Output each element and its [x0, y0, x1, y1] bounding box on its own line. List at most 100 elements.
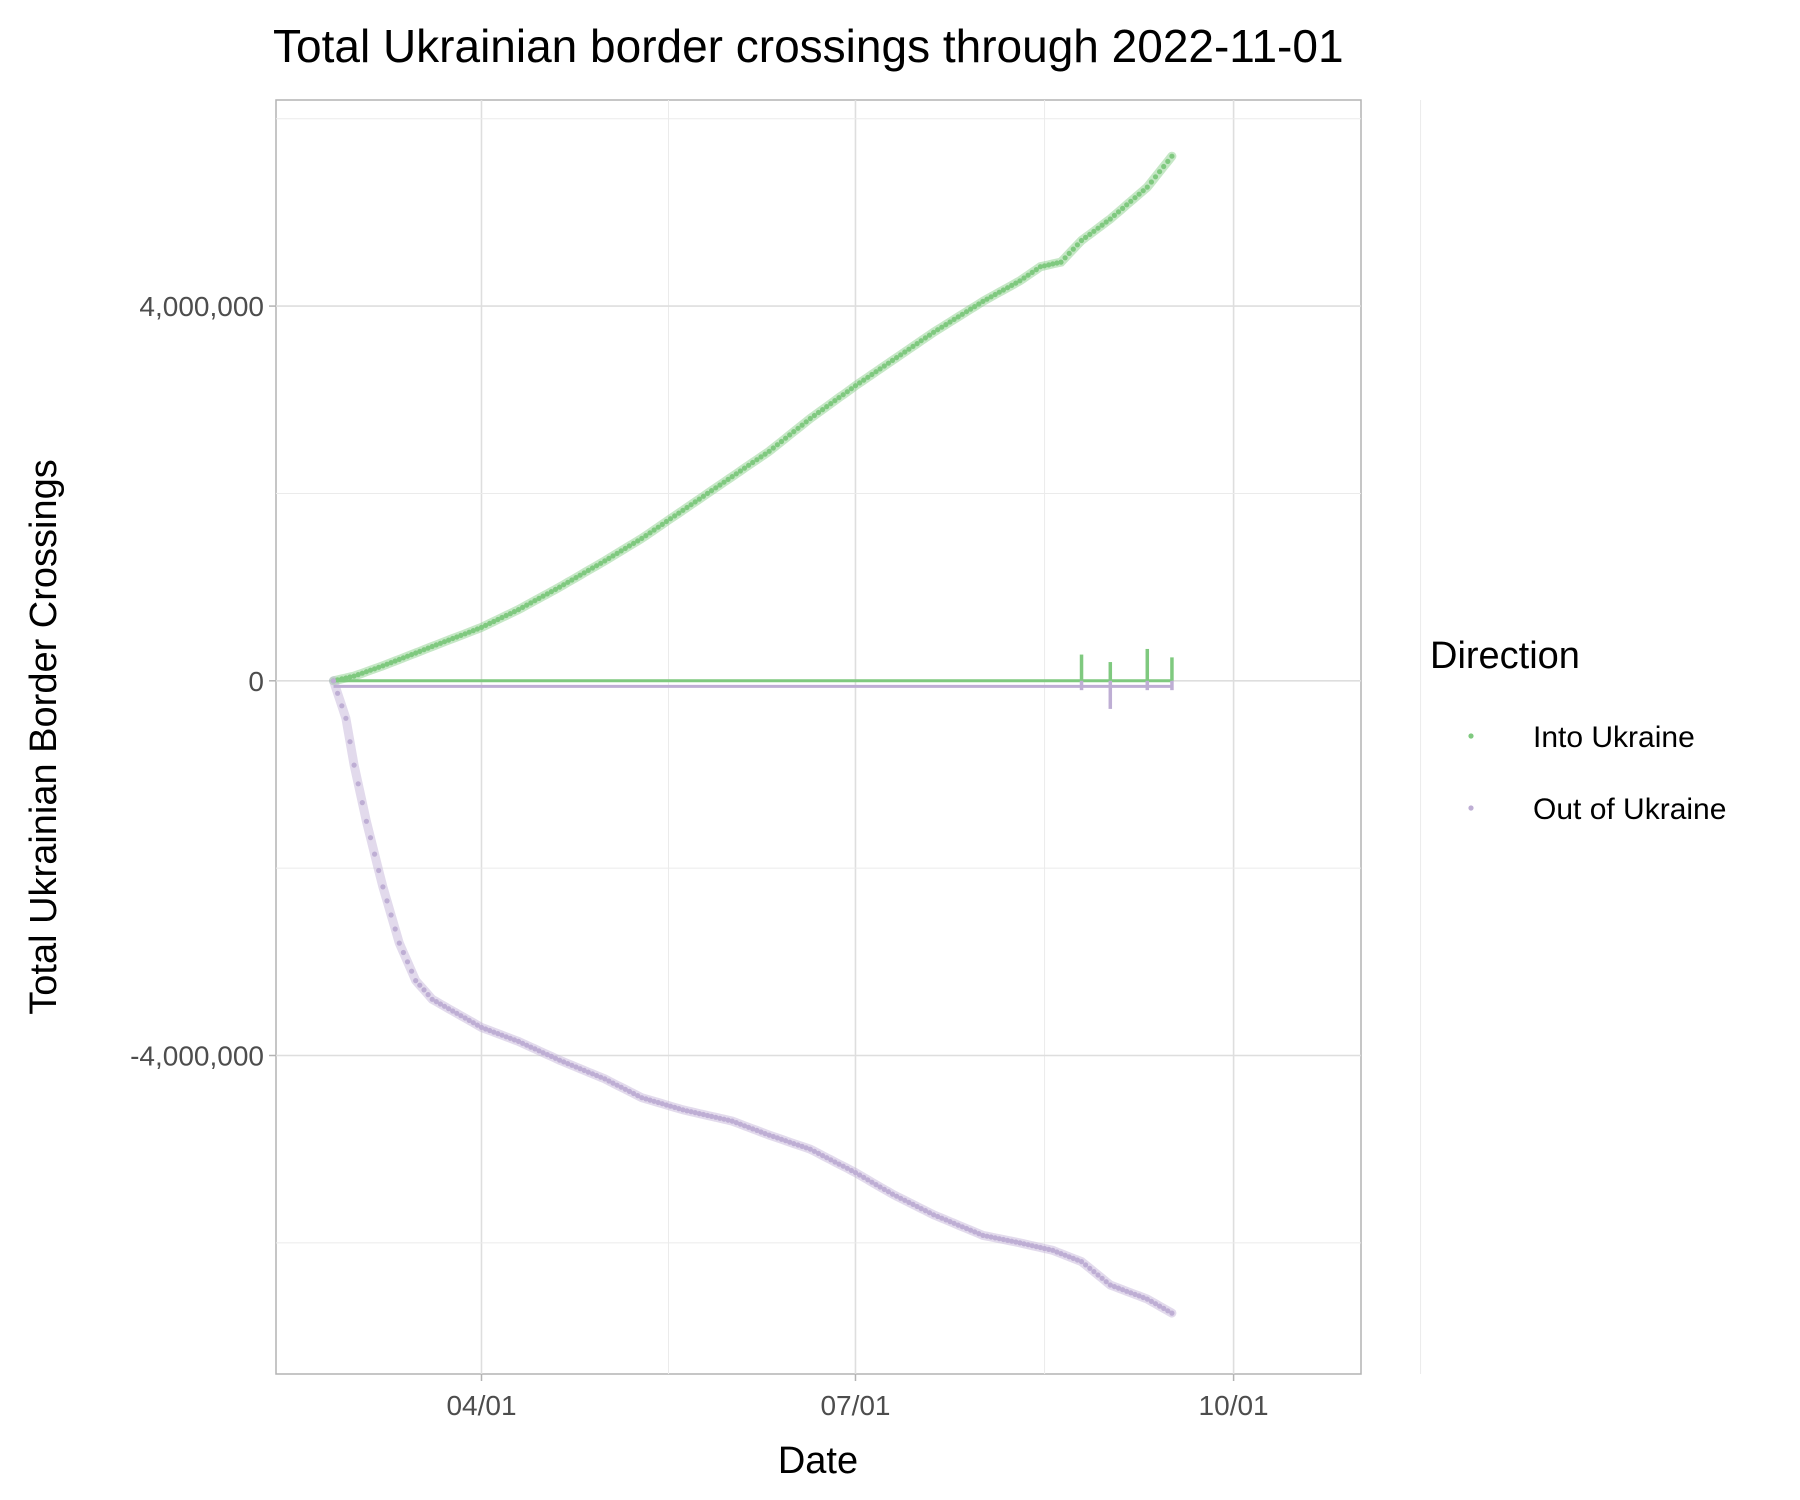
data-point — [544, 1052, 550, 1058]
data-point — [906, 1199, 912, 1205]
data-point — [1066, 250, 1072, 256]
data-point — [503, 1034, 509, 1040]
data-point — [713, 1114, 719, 1120]
data-point — [774, 442, 781, 448]
data-point — [1091, 228, 1097, 234]
daily-spikes — [333, 648, 1174, 709]
data-point — [935, 1213, 941, 1220]
data-point — [684, 1108, 690, 1114]
data-point — [700, 493, 707, 499]
data-point — [1103, 219, 1109, 225]
data-point — [1005, 1237, 1011, 1243]
data-point — [421, 647, 427, 653]
data-point — [692, 499, 698, 505]
data-point — [852, 1170, 859, 1176]
data-point — [495, 1031, 501, 1037]
data-point — [914, 341, 920, 347]
data-point — [647, 1097, 653, 1103]
data-point — [585, 1069, 591, 1075]
data-point — [931, 329, 937, 335]
data-point — [1132, 195, 1138, 201]
data-point — [918, 338, 924, 344]
data-point — [1033, 1244, 1039, 1250]
data-point — [339, 703, 345, 709]
data-point — [614, 550, 620, 557]
x-axis: 04/01 07/01 10/01 — [446, 1374, 1269, 1421]
data-point — [1095, 225, 1101, 231]
data-point — [462, 631, 468, 637]
data-point — [643, 533, 649, 539]
data-point — [746, 1124, 752, 1130]
data-point — [894, 1193, 900, 1199]
data-point — [766, 448, 772, 454]
x-tick-label: 10/01 — [1199, 1390, 1269, 1421]
data-point — [931, 1212, 937, 1218]
data-point — [1078, 1259, 1085, 1265]
data-point — [881, 1186, 887, 1192]
data-point — [746, 462, 752, 468]
data-point — [754, 1127, 760, 1133]
data-point — [585, 567, 591, 574]
data-point — [696, 1111, 702, 1117]
data-point — [343, 675, 349, 681]
data-point — [606, 555, 612, 562]
data-point — [655, 524, 661, 530]
data-point — [392, 658, 398, 664]
data-point — [631, 540, 637, 547]
data-point — [717, 482, 723, 488]
data-point — [1148, 1298, 1154, 1304]
data-point — [552, 1055, 559, 1061]
data-point — [1152, 174, 1159, 180]
data-point — [343, 715, 349, 721]
data-point — [404, 959, 411, 965]
data-point — [766, 1132, 772, 1138]
data-point — [709, 488, 715, 494]
data-point — [573, 575, 579, 581]
data-point — [470, 628, 476, 634]
data-point — [811, 1148, 818, 1154]
data-point — [713, 485, 719, 491]
data-point — [684, 504, 690, 511]
data-point — [832, 1159, 838, 1165]
data-point — [635, 1093, 641, 1099]
data-point — [450, 635, 456, 642]
data-point — [791, 1141, 797, 1147]
data-point — [1070, 1255, 1076, 1261]
data-point — [565, 1061, 571, 1067]
data-point — [980, 298, 986, 304]
data-point — [787, 432, 793, 438]
data-point — [458, 632, 464, 639]
data-point — [1025, 1242, 1031, 1248]
data-point — [1054, 1249, 1060, 1255]
data-point — [441, 1003, 448, 1009]
data-point — [347, 739, 353, 745]
data-point — [721, 479, 727, 485]
data-point — [947, 319, 953, 325]
data-point — [417, 648, 423, 655]
plot-panel — [275, 99, 1362, 1375]
data-point — [783, 435, 789, 441]
data-point — [577, 1066, 583, 1072]
data-point — [470, 1020, 476, 1026]
data-point — [466, 629, 472, 635]
legend-key — [1468, 733, 1474, 739]
data-point — [458, 1013, 464, 1019]
data-point — [557, 584, 563, 590]
data-point — [1095, 1272, 1101, 1278]
data-point — [540, 593, 546, 599]
data-point — [889, 1191, 896, 1197]
data-point — [659, 521, 665, 528]
data-point — [1046, 1246, 1052, 1252]
data-point — [557, 1057, 563, 1063]
data-point — [409, 652, 415, 658]
data-point — [614, 1082, 620, 1088]
data-point — [1050, 1247, 1056, 1253]
data-point — [437, 1001, 443, 1007]
y-axis-title: Total Ukrainian Border Crossings — [23, 459, 65, 1014]
data-point — [688, 502, 694, 508]
data-point — [1165, 158, 1171, 164]
y-tick-label: 4,000,000 — [139, 291, 264, 322]
data-point — [515, 607, 522, 613]
data-point — [828, 401, 834, 407]
